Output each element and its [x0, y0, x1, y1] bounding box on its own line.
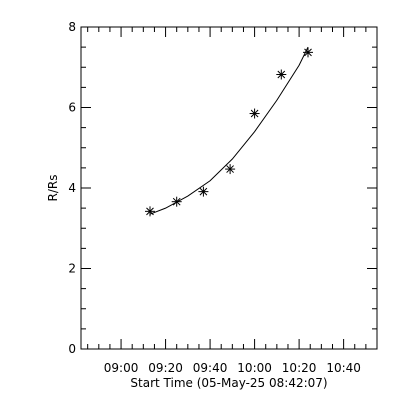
asterisk-stroke [226, 165, 234, 173]
x-axis-ticks [87, 27, 378, 349]
x-tick-label: 10:00 [237, 361, 272, 375]
y-tick-label: 2 [68, 262, 76, 276]
data-point [225, 164, 236, 175]
y-tick-label: 0 [68, 342, 76, 356]
y-tick-label: 4 [68, 181, 76, 195]
x-axis-tick-labels: 09:00 09:20 09:40 10:00 10:20 10:40 [104, 361, 361, 375]
data-point [198, 186, 209, 197]
asterisk-stroke [250, 109, 259, 118]
y-axis-ticks [81, 26, 377, 350]
asterisk-stroke [146, 207, 154, 216]
x-tick-label: 09:40 [193, 361, 228, 375]
data-points [144, 47, 314, 217]
data-point [249, 108, 260, 119]
data-point [144, 206, 155, 217]
y-axis-label: R/Rs [46, 175, 60, 202]
x-tick-label: 10:40 [326, 361, 361, 375]
asterisk-stroke [304, 48, 312, 57]
data-point [171, 196, 182, 207]
asterisk-stroke [172, 197, 181, 206]
asterisk-stroke [277, 70, 286, 79]
data-point [303, 47, 314, 58]
x-axis-label: Start Time (05-May-25 08:42:07) [130, 376, 327, 390]
data-point [276, 69, 287, 80]
x-tick-label: 10:20 [282, 361, 317, 375]
y-tick-label: 8 [68, 20, 76, 34]
y-tick-label: 6 [68, 101, 76, 115]
asterisk-stroke [199, 187, 208, 196]
x-tick-label: 09:00 [104, 361, 139, 375]
y-axis-tick-labels: 0 2 4 6 8 [68, 20, 76, 356]
fit-curve [149, 46, 309, 215]
x-tick-label: 09:20 [148, 361, 183, 375]
plot-frame [80, 26, 378, 350]
